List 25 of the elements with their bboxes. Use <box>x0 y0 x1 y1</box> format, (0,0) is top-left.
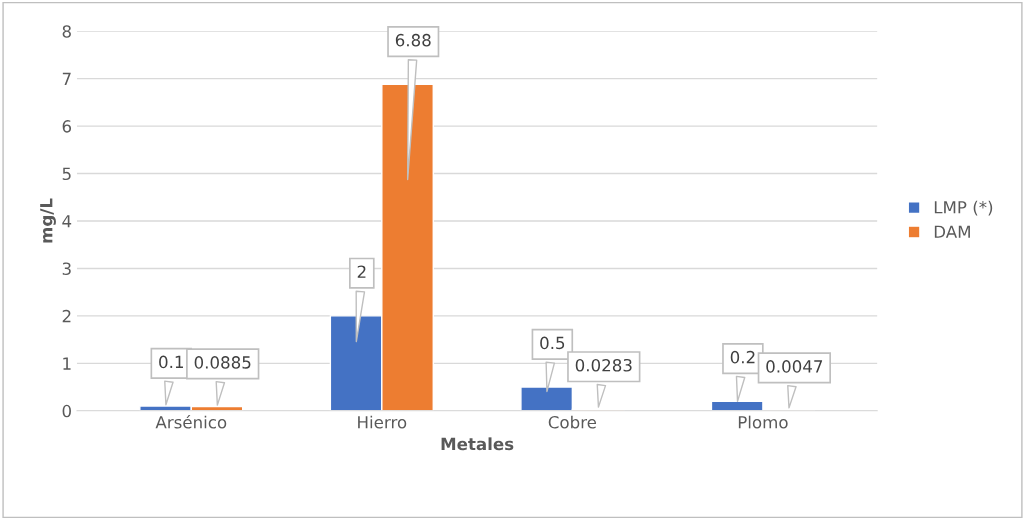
y-tick-label: 8 <box>62 25 71 38</box>
data-label: 0.0885 <box>194 356 251 369</box>
data-label: 0.2 <box>730 350 755 364</box>
y-tick-label: 5 <box>62 167 71 181</box>
data-label: 2 <box>357 265 366 278</box>
y-tick-label: 7 <box>62 72 71 85</box>
x-tick-label: Arsénico <box>155 414 227 429</box>
data-label: 6.88 <box>395 33 431 47</box>
legend-label: DAM <box>934 225 970 238</box>
legend-label: LMP (*) <box>934 200 993 216</box>
y-tick-label: 6 <box>62 120 72 133</box>
x-tick-label: Cobre <box>548 415 597 429</box>
y-axis-title: mg/L <box>40 198 56 243</box>
y-tick-label: 1 <box>63 357 71 370</box>
y-tick-label: 2 <box>62 309 71 323</box>
y-tick-label: 3 <box>62 262 71 276</box>
y-tick-label: 0 <box>62 404 71 418</box>
y-tick-label: 4 <box>62 215 72 228</box>
data-label: 0.0047 <box>766 360 823 373</box>
x-tick-label: Plomo <box>738 415 788 429</box>
x-tick-label: Hierro <box>358 415 407 429</box>
data-label: 0.0283 <box>575 358 632 372</box>
data-label: 0.1 <box>159 355 183 369</box>
x-axis-title: Metales <box>441 437 514 451</box>
data-label: 0.5 <box>540 336 565 350</box>
